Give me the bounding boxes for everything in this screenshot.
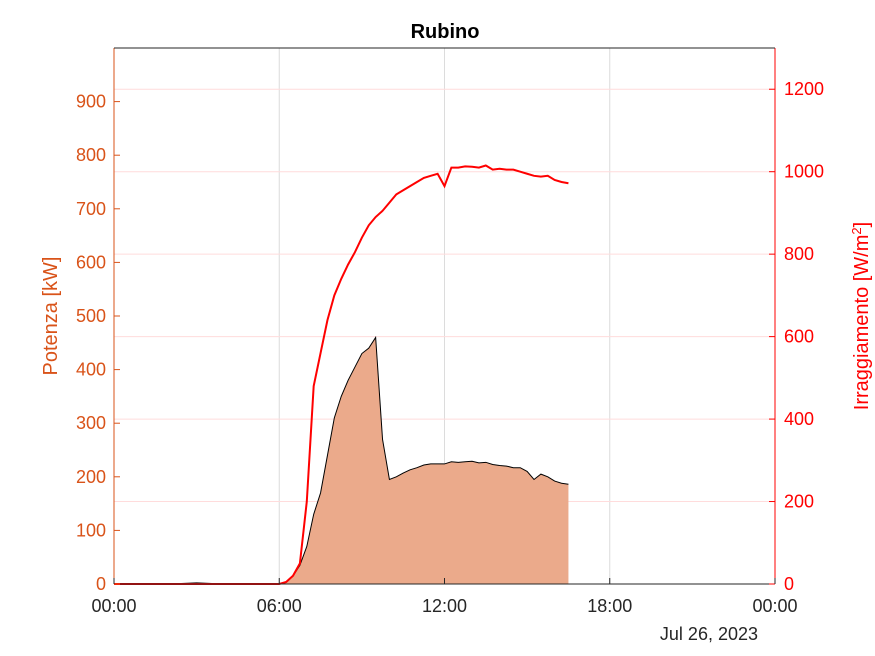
power-area-fill [114,337,569,584]
y-tick-label-right: 400 [784,409,814,429]
y-tick-label-left: 200 [76,467,106,487]
irradiance-line [114,164,569,585]
y-tick-label-left: 900 [76,92,106,112]
axes [113,47,776,585]
y-tick-label-right: 800 [784,244,814,264]
date-label: Jul 26, 2023 [660,624,758,644]
y-axis-right-label-end: ] [851,222,873,228]
y-axis-right-label-sup: 2 [849,227,864,234]
y-axis-right-label-main: Irraggiamento [W/m [851,235,873,411]
x-tick-label: 06:00 [257,596,302,616]
y-tick-label-right: 1000 [784,162,824,182]
tick-labels: 0 100 200 300 400 500 600 700 800 900 0 200 400 600 80… [76,79,824,616]
irradiance-series [114,164,569,585]
y-tick-label-left: 400 [76,360,106,380]
y-tick-label-left: 600 [76,252,106,272]
x-tick-label: 18:00 [587,596,632,616]
y-tick-label-left: 500 [76,306,106,326]
y-axis-right-label: Irraggiamento [W/m2] [849,222,874,410]
x-tick-label: 12:00 [422,596,467,616]
y-tick-label-left: 800 [76,145,106,165]
y-tick-label-right: 0 [784,574,794,594]
y-tick-label-right: 1200 [784,79,824,99]
y-tick-label-left: 100 [76,520,106,540]
y-tick-label-left: 300 [76,413,106,433]
y-axis-left-label: Potenza [kW] [40,257,62,376]
y-tick-label-left: 700 [76,199,106,219]
x-tick-label: 00:00 [752,596,797,616]
y-tick-label-left: 0 [96,574,106,594]
y-tick-label-right: 200 [784,492,814,512]
chart-title: Rubino [411,21,480,43]
x-tick-label: 00:00 [91,596,136,616]
y-tick-label-right: 600 [784,327,814,347]
